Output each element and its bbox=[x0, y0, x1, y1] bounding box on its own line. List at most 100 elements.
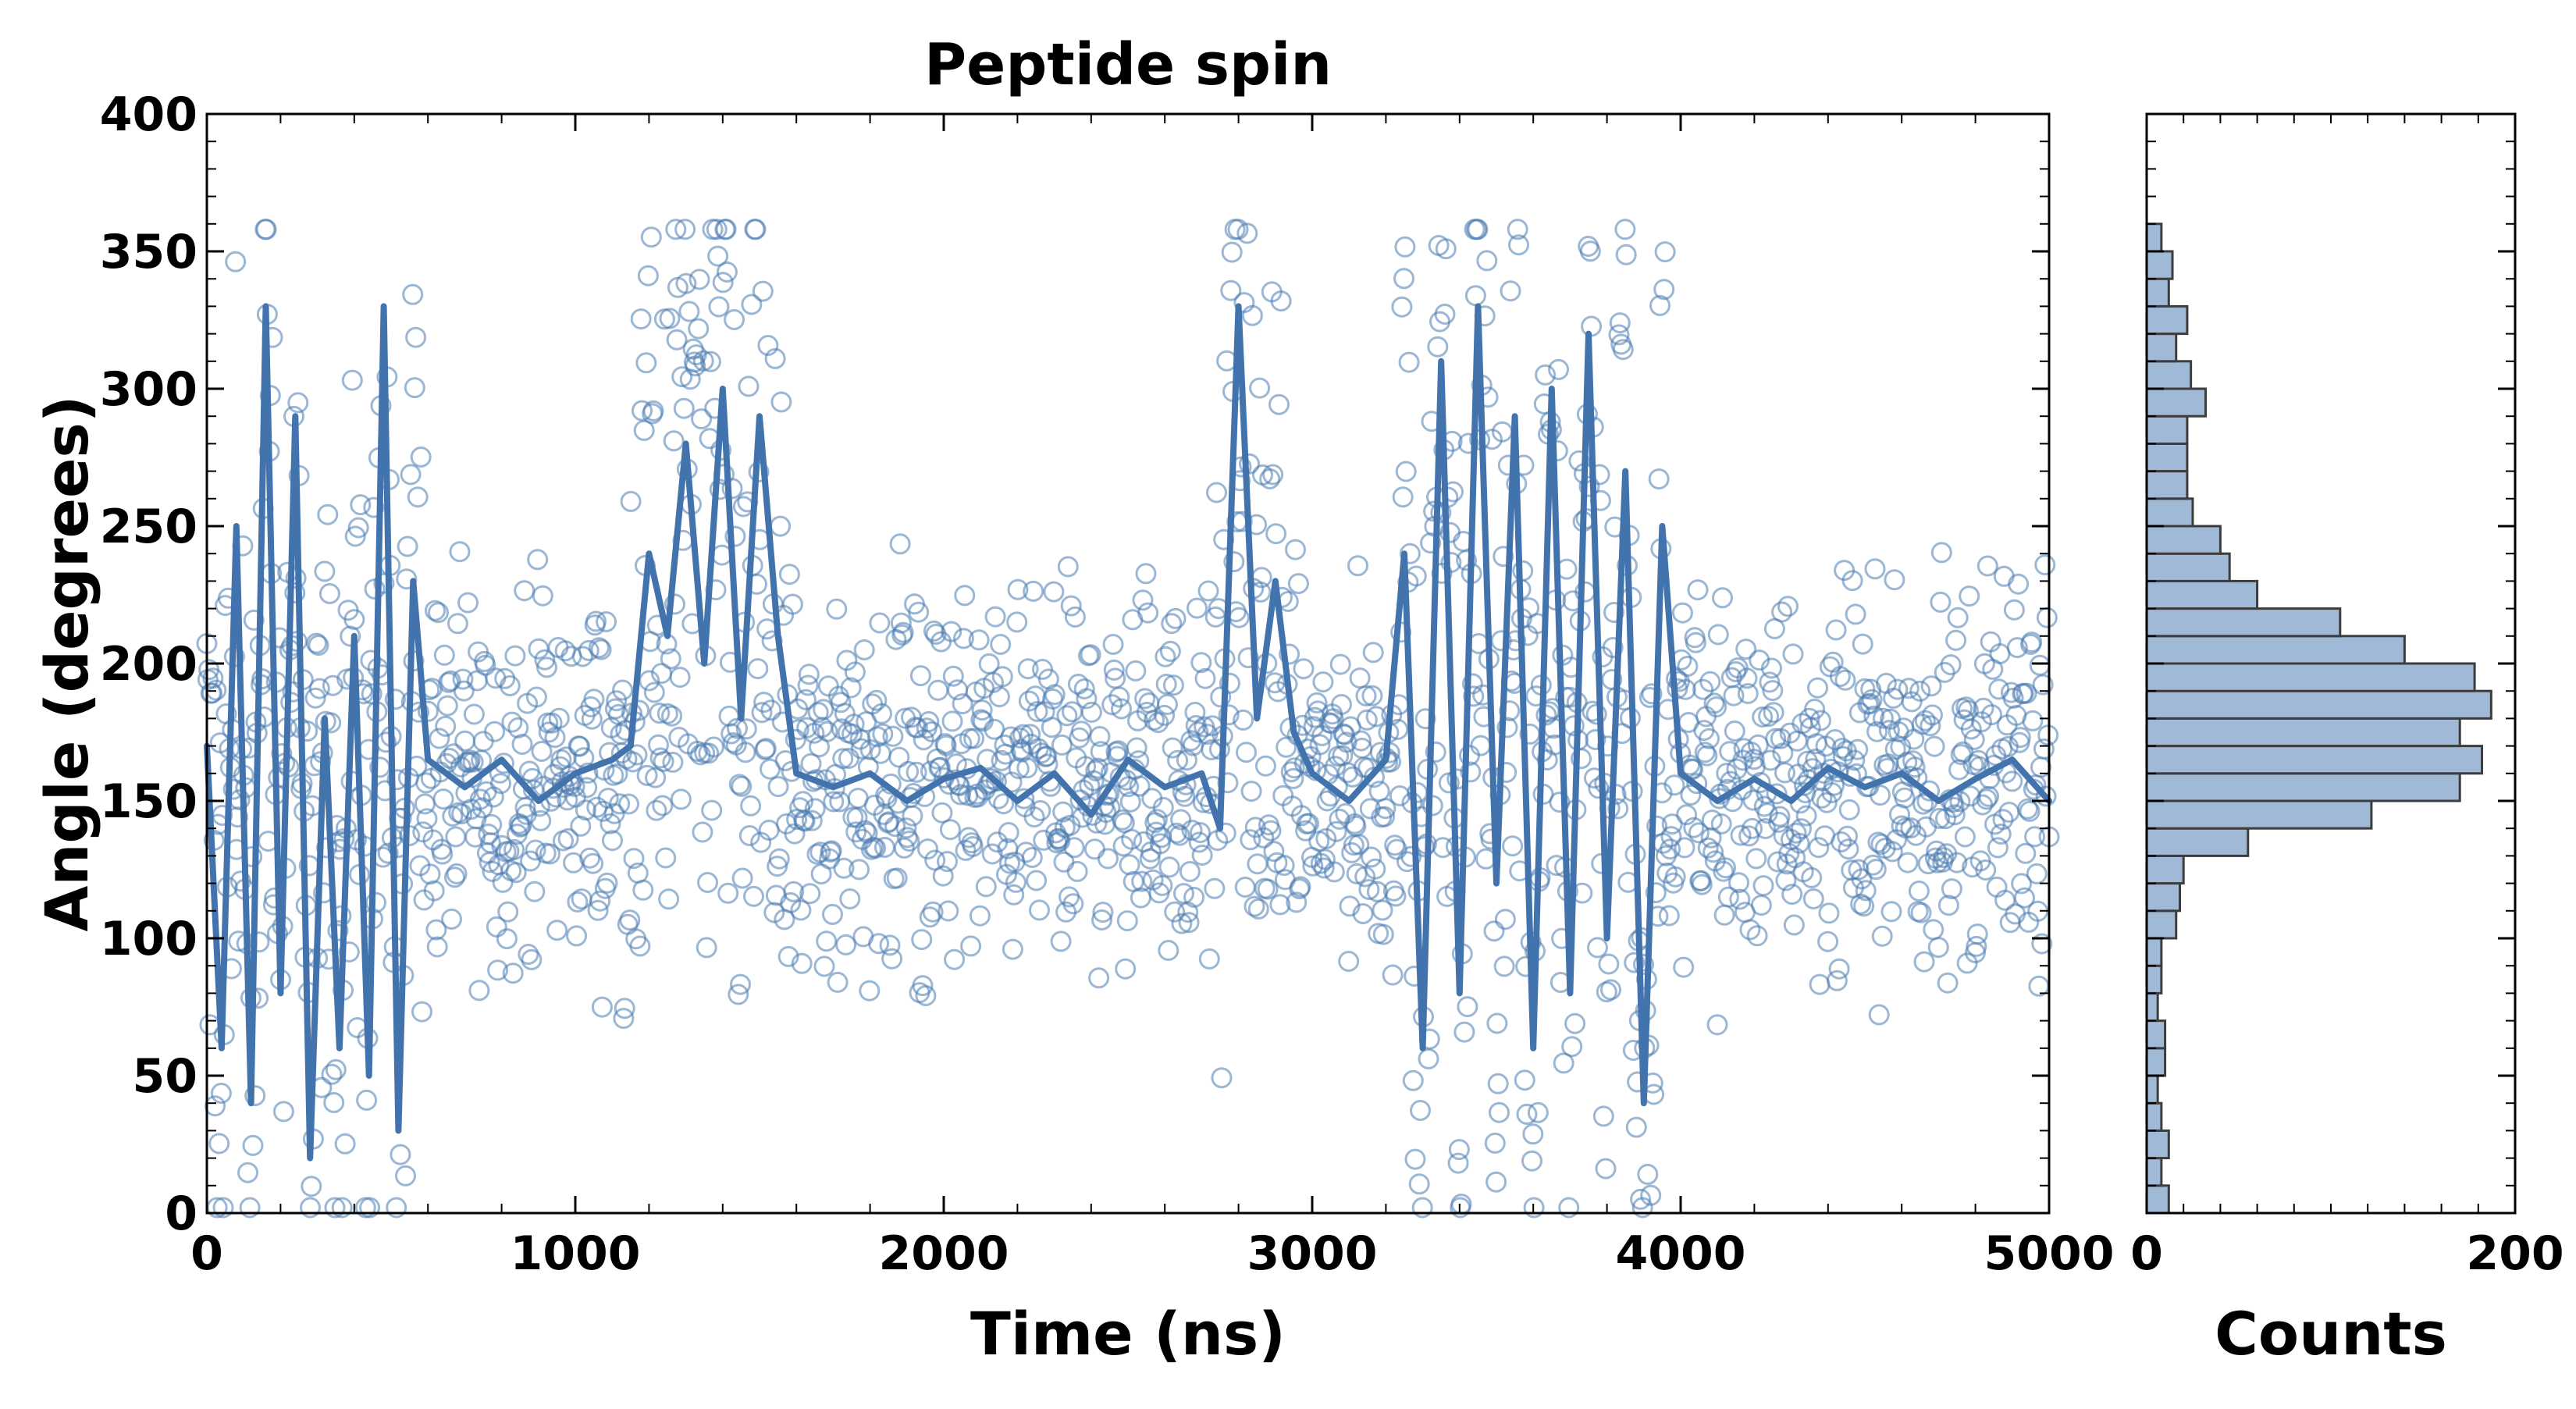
scatter-point bbox=[1987, 837, 2008, 859]
scatter-point bbox=[1775, 870, 1797, 891]
scatter-point bbox=[820, 840, 842, 862]
scatter-point bbox=[1685, 632, 1706, 653]
scatter-point bbox=[1795, 805, 1817, 827]
scatter-point bbox=[1400, 845, 1422, 867]
scatter-point bbox=[1352, 903, 1374, 924]
scatter-point bbox=[1710, 813, 1732, 834]
scatter-point bbox=[576, 777, 598, 799]
scatter-point bbox=[511, 734, 533, 755]
scatter-point bbox=[952, 693, 973, 715]
scatter-point bbox=[1016, 841, 1037, 863]
scatter-point bbox=[471, 797, 493, 819]
scatter-point bbox=[623, 848, 645, 870]
scatter-point bbox=[1514, 1069, 1535, 1091]
scatter-point bbox=[1056, 705, 1078, 727]
scatter-point bbox=[1259, 468, 1281, 489]
scatter-point bbox=[1131, 870, 1153, 892]
scatter-point bbox=[613, 1008, 635, 1030]
scatter-point bbox=[1564, 1012, 1586, 1034]
scatter-point bbox=[404, 377, 425, 399]
scatter-point bbox=[1802, 888, 1824, 909]
scatter-point bbox=[1265, 523, 1287, 545]
scatter-point bbox=[1448, 1139, 1470, 1161]
scatter-point bbox=[941, 621, 962, 642]
scatter-point bbox=[536, 656, 557, 678]
scatter-point bbox=[1162, 674, 1184, 696]
scatter-point bbox=[1781, 884, 1803, 906]
y-tick-label: 100 bbox=[100, 912, 197, 966]
scatter-point bbox=[703, 736, 724, 758]
scatter-point bbox=[760, 699, 782, 721]
scatter-point bbox=[1408, 1173, 1430, 1195]
scatter-point bbox=[1847, 738, 1869, 760]
scatter-point bbox=[1309, 734, 1331, 756]
histogram-bar bbox=[2145, 304, 2189, 336]
scatter-point bbox=[738, 375, 760, 397]
scatter-point bbox=[1392, 486, 1414, 508]
scatter-point bbox=[908, 601, 930, 623]
scatter-point bbox=[530, 809, 552, 831]
scatter-point bbox=[1198, 948, 1220, 970]
scatter-point bbox=[1057, 556, 1079, 578]
scatter-point bbox=[1496, 717, 1518, 738]
scatter-point bbox=[417, 700, 439, 722]
scatter-point bbox=[1463, 685, 1485, 707]
scatter-point bbox=[1838, 799, 1860, 820]
scatter-point bbox=[1085, 760, 1107, 781]
scatter-point bbox=[525, 839, 546, 861]
scatter-point bbox=[1587, 937, 1608, 959]
scatter-point bbox=[1929, 807, 1951, 829]
scatter-point bbox=[845, 821, 867, 843]
scatter-point bbox=[1687, 579, 1709, 601]
scatter-point bbox=[505, 862, 527, 884]
histogram-bar bbox=[2145, 827, 2250, 857]
scatter-point bbox=[892, 621, 914, 643]
y-tick-label: 350 bbox=[100, 225, 197, 279]
scatter-point bbox=[1976, 788, 1998, 810]
scatter-point bbox=[1761, 657, 1782, 679]
scatter-point bbox=[902, 805, 923, 827]
scatter-point bbox=[2008, 573, 2030, 595]
scatter-point bbox=[612, 679, 634, 701]
scatter-point bbox=[1111, 698, 1132, 720]
scatter-point bbox=[1063, 837, 1085, 859]
scatter-point bbox=[944, 948, 966, 970]
scatter-point bbox=[1440, 552, 1462, 573]
scatter-point bbox=[673, 397, 695, 419]
scatter-point bbox=[1134, 688, 1156, 710]
scatter-point bbox=[1752, 706, 1774, 728]
scatter-point bbox=[868, 933, 890, 955]
scatter-point bbox=[322, 674, 343, 696]
scatter-point bbox=[1016, 757, 1038, 779]
scatter-point bbox=[661, 705, 683, 727]
scatter-point bbox=[618, 793, 639, 815]
scatter-point bbox=[1293, 658, 1315, 680]
scatter-point bbox=[503, 838, 525, 860]
scatter-point bbox=[284, 582, 306, 603]
scatter-point bbox=[1850, 893, 1872, 915]
scatter-point bbox=[922, 901, 944, 923]
scatter-point bbox=[1187, 597, 1208, 619]
scatter-point bbox=[507, 717, 529, 738]
scatter-point bbox=[1676, 804, 1698, 826]
scatter-point bbox=[591, 996, 613, 1018]
scatter-point bbox=[255, 219, 277, 240]
scatter-point bbox=[1785, 822, 1807, 844]
scatter-point bbox=[740, 795, 762, 817]
scatter-point bbox=[865, 838, 887, 859]
scatter-point bbox=[906, 761, 927, 783]
scatter-point bbox=[1299, 756, 1321, 777]
scatter-point bbox=[525, 686, 547, 708]
scatter-point bbox=[548, 707, 570, 729]
scatter-point bbox=[1126, 737, 1147, 759]
scatter-point bbox=[1742, 817, 1763, 839]
scatter-point bbox=[1592, 1105, 1614, 1127]
scatter-point bbox=[794, 810, 816, 832]
scatter-point bbox=[1730, 824, 1752, 846]
scatter-point bbox=[1041, 717, 1062, 738]
scatter-point bbox=[239, 1197, 261, 1219]
scatter-point bbox=[1037, 753, 1059, 775]
scatter-point bbox=[1174, 785, 1196, 807]
scatter-point bbox=[717, 882, 739, 904]
scatter-point bbox=[1064, 606, 1086, 628]
